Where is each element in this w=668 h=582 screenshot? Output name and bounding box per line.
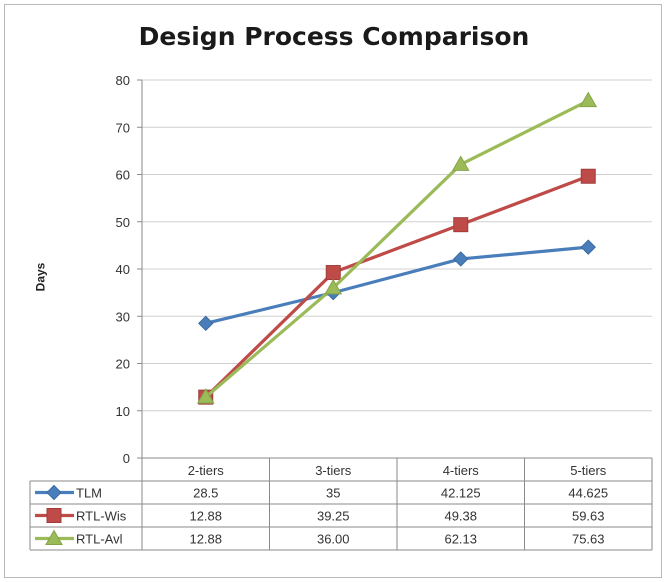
y-tick-label: 60	[116, 168, 130, 183]
series-line-tlm	[205, 245, 589, 325]
data-point-rtl-avl	[324, 278, 343, 295]
y-tick-label: 0	[123, 451, 130, 466]
table-cell-value: 42.125	[441, 486, 481, 501]
x-category-label: 3-tiers	[315, 463, 352, 478]
data-point-rtl-avl	[579, 91, 598, 108]
data-point-rtl-wis	[325, 265, 341, 281]
y-tick-label: 80	[116, 73, 130, 88]
data-point-rtl-avl	[196, 388, 215, 404]
legend-key-marker	[46, 508, 62, 523]
table-cell-value: 12.88	[189, 532, 222, 547]
data-point-tlm	[198, 315, 214, 332]
y-tick-label: 70	[116, 120, 130, 135]
chart-title: Design Process Comparison	[138, 22, 530, 51]
series-line-rtl-avl	[204, 99, 589, 399]
table-cell-value: 35	[326, 486, 340, 501]
y-tick-label: 40	[116, 262, 130, 277]
y-tick-label: 30	[116, 309, 130, 324]
table-cell-value: 75.63	[572, 532, 605, 547]
legend-key-marker	[45, 529, 63, 545]
x-category-label: 4-tiers	[443, 463, 480, 478]
table-cell-value: 62.13	[444, 532, 477, 547]
series-line-rtl-wis	[204, 174, 589, 399]
data-point-tlm	[453, 251, 469, 267]
legend-label: RTL-Avl	[76, 532, 123, 547]
table-cell-value: 39.25	[317, 509, 350, 524]
table-cell-value: 28.5	[193, 486, 218, 501]
x-category-label: 2-tiers	[188, 463, 225, 478]
data-point-rtl-avl	[451, 155, 470, 171]
table-cell-value: 49.38	[444, 509, 477, 524]
data-point-rtl-wis	[580, 168, 596, 184]
table-cell-value: 36.00	[317, 532, 350, 547]
legend-label: RTL-Wis	[76, 509, 127, 524]
data-point-rtl-wis	[453, 217, 469, 233]
y-tick-label: 50	[116, 215, 130, 230]
table-cell-value: 44.625	[568, 486, 608, 501]
table-cell-value: 59.63	[572, 509, 605, 524]
table-cell-value: 12.88	[189, 509, 222, 524]
data-point-tlm	[580, 239, 596, 255]
y-tick-label: 20	[116, 357, 130, 372]
legend-key-marker	[46, 484, 62, 501]
legend-label: TLM	[76, 486, 102, 501]
y-tick-label: 10	[116, 404, 130, 419]
x-category-label: 5-tiers	[570, 463, 607, 478]
